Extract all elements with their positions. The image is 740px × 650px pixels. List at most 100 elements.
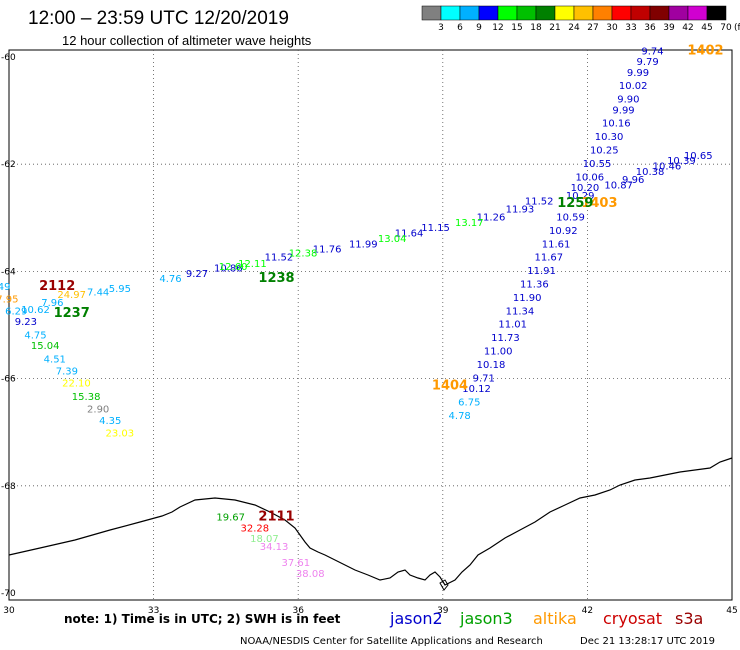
wave-height-value: 11.00	[484, 346, 513, 357]
colorbar-swatch	[649, 5, 670, 21]
wave-height-value: 12.11	[238, 259, 267, 270]
map-subtitle: 12 hour collection of altimeter wave hei…	[62, 33, 312, 48]
colorbar-swatch	[706, 5, 727, 21]
wave-height-value: 38.08	[296, 569, 325, 580]
wave-height-value: 12.60	[219, 262, 248, 273]
wave-height-value: 5.95	[109, 284, 131, 295]
wave-height-value: 15.38	[72, 392, 101, 403]
wave-height-value: 22.10	[62, 379, 91, 390]
colorbar-label: 33	[625, 23, 636, 33]
wave-height-value: 10.18	[477, 360, 506, 371]
pass-time-label: 2112	[39, 279, 75, 294]
wave-height-value: 12.38	[289, 248, 318, 259]
wave-height-value: 10.87	[604, 180, 633, 191]
lat-tick-label: -66	[1, 375, 16, 385]
plot-frame	[8, 49, 733, 601]
colorbar-label: 15	[511, 23, 522, 33]
wave-height-value: 23.03	[106, 428, 135, 439]
colorbar-swatch	[668, 5, 689, 21]
wave-height-value: 10.86	[214, 263, 243, 274]
wave-height-value: 9.99	[612, 105, 634, 116]
lat-tick-label: -62	[1, 160, 16, 170]
wave-height-value: 11.64	[395, 229, 424, 240]
colorbar-swatch	[611, 5, 632, 21]
footer-timestamp: Dec 21 13:28:17 UTC 2019	[580, 636, 715, 647]
wave-height-value: 4.35	[99, 416, 121, 427]
lon-tick-label: 30	[3, 606, 15, 616]
satellite-legend-item: altika	[533, 609, 577, 628]
axis-labels: 30 33 36 39 42 45 -60 -62 -64 -66 -68 -70	[1, 53, 738, 616]
wave-height-value: 10.06	[575, 172, 604, 183]
wave-height-value: 11.90	[513, 293, 542, 304]
colorbar-swatch	[535, 5, 556, 21]
colorbar-swatch	[459, 5, 480, 21]
wave-height-value: 15.04	[31, 341, 60, 352]
island-outline	[439, 579, 449, 591]
pass-time-label: 1403	[581, 196, 617, 211]
wave-height-value: 10.16	[602, 119, 631, 130]
wave-height-value: 11.61	[542, 239, 571, 250]
pass-time-label: 2111	[258, 510, 294, 525]
wave-height-value: 19.67	[216, 513, 245, 524]
colorbar-swatch	[497, 5, 518, 21]
wave-height-value: 11.15	[421, 223, 450, 234]
colorbar-label: 6	[457, 23, 463, 33]
wave-height-value: 11.91	[527, 266, 556, 277]
satellite-legend: jason2 jason3 altika cryosat s3a	[389, 609, 703, 628]
wave-height-value: 9.23	[15, 317, 37, 328]
lat-tick-label: -64	[1, 267, 16, 277]
wave-height-value: 7.39	[56, 366, 78, 377]
wave-height-value: 10.29	[566, 191, 595, 202]
wave-height-value: 34.13	[260, 542, 289, 553]
wave-height-value: 4.75	[24, 330, 46, 341]
wave-height-value: 11.93	[506, 204, 535, 215]
satellite-legend-item: s3a	[675, 609, 703, 628]
data-points: 9.749.799.9910.029.909.9910.1610.3010.25…	[0, 46, 713, 580]
colorbar-label: 30	[606, 23, 618, 33]
pass-time-label: 1404	[432, 378, 468, 393]
pass-time-labels: 1402 1403 1404 1259 1238 1237 2112 2111	[39, 43, 723, 524]
colorbar-swatch	[440, 5, 461, 21]
wave-height-value: 24.97	[57, 290, 86, 301]
wave-height-value: 10.59	[556, 212, 585, 223]
satellite-legend-item: jason2	[389, 609, 443, 628]
wave-height-value: 11.52	[265, 253, 294, 264]
lat-tick-label: -70	[1, 589, 16, 599]
wave-height-value: 10.25	[590, 145, 619, 156]
pass-time-label: 1259	[557, 196, 593, 211]
wave-height-value: 6.29	[5, 306, 27, 317]
wave-height-value: 9.79	[637, 57, 659, 68]
colorbar-unit: (ft)	[734, 23, 740, 33]
wave-height-value: 10.02	[619, 81, 648, 92]
wave-height-value: 11.73	[491, 333, 520, 344]
colorbar-swatch	[630, 5, 651, 21]
wave-height-value: 13.04	[378, 234, 407, 245]
wave-height-value: 2.90	[87, 404, 109, 415]
lat-tick-label: -68	[1, 482, 16, 492]
colorbar-swatch	[687, 5, 708, 21]
wave-height-value: 10.12	[462, 384, 491, 395]
wave-height-value: 4.76	[159, 274, 181, 285]
grid-lines	[9, 50, 732, 600]
wave-height-value: 11.99	[349, 239, 378, 250]
colorbar-swatch	[478, 5, 499, 21]
wave-height-value: 10.65	[684, 151, 713, 162]
lon-tick-label: 42	[582, 606, 593, 616]
wave-height-value: 37.61	[281, 558, 310, 569]
wave-height-value: 9.74	[641, 46, 663, 57]
wave-height-value: 11.52	[525, 196, 554, 207]
wave-height-value: 11.36	[520, 279, 549, 290]
wave-height-value: 10.30	[595, 132, 624, 143]
wave-height-value: 32.28	[240, 523, 269, 534]
wave-height-value: 27.95	[0, 294, 19, 305]
colorbar-swatch	[554, 5, 575, 21]
colorbar-label: 24	[568, 23, 580, 33]
wave-height-value: 9.99	[627, 68, 649, 79]
lon-tick-label: 45	[726, 606, 737, 616]
colorbar-label: 12	[492, 23, 503, 33]
wave-height-value: 11.34	[506, 306, 535, 317]
wave-height-value: 6.75	[458, 397, 480, 408]
wave-height-value: 10.39	[667, 156, 696, 167]
colorbar-label: 18	[530, 23, 542, 33]
